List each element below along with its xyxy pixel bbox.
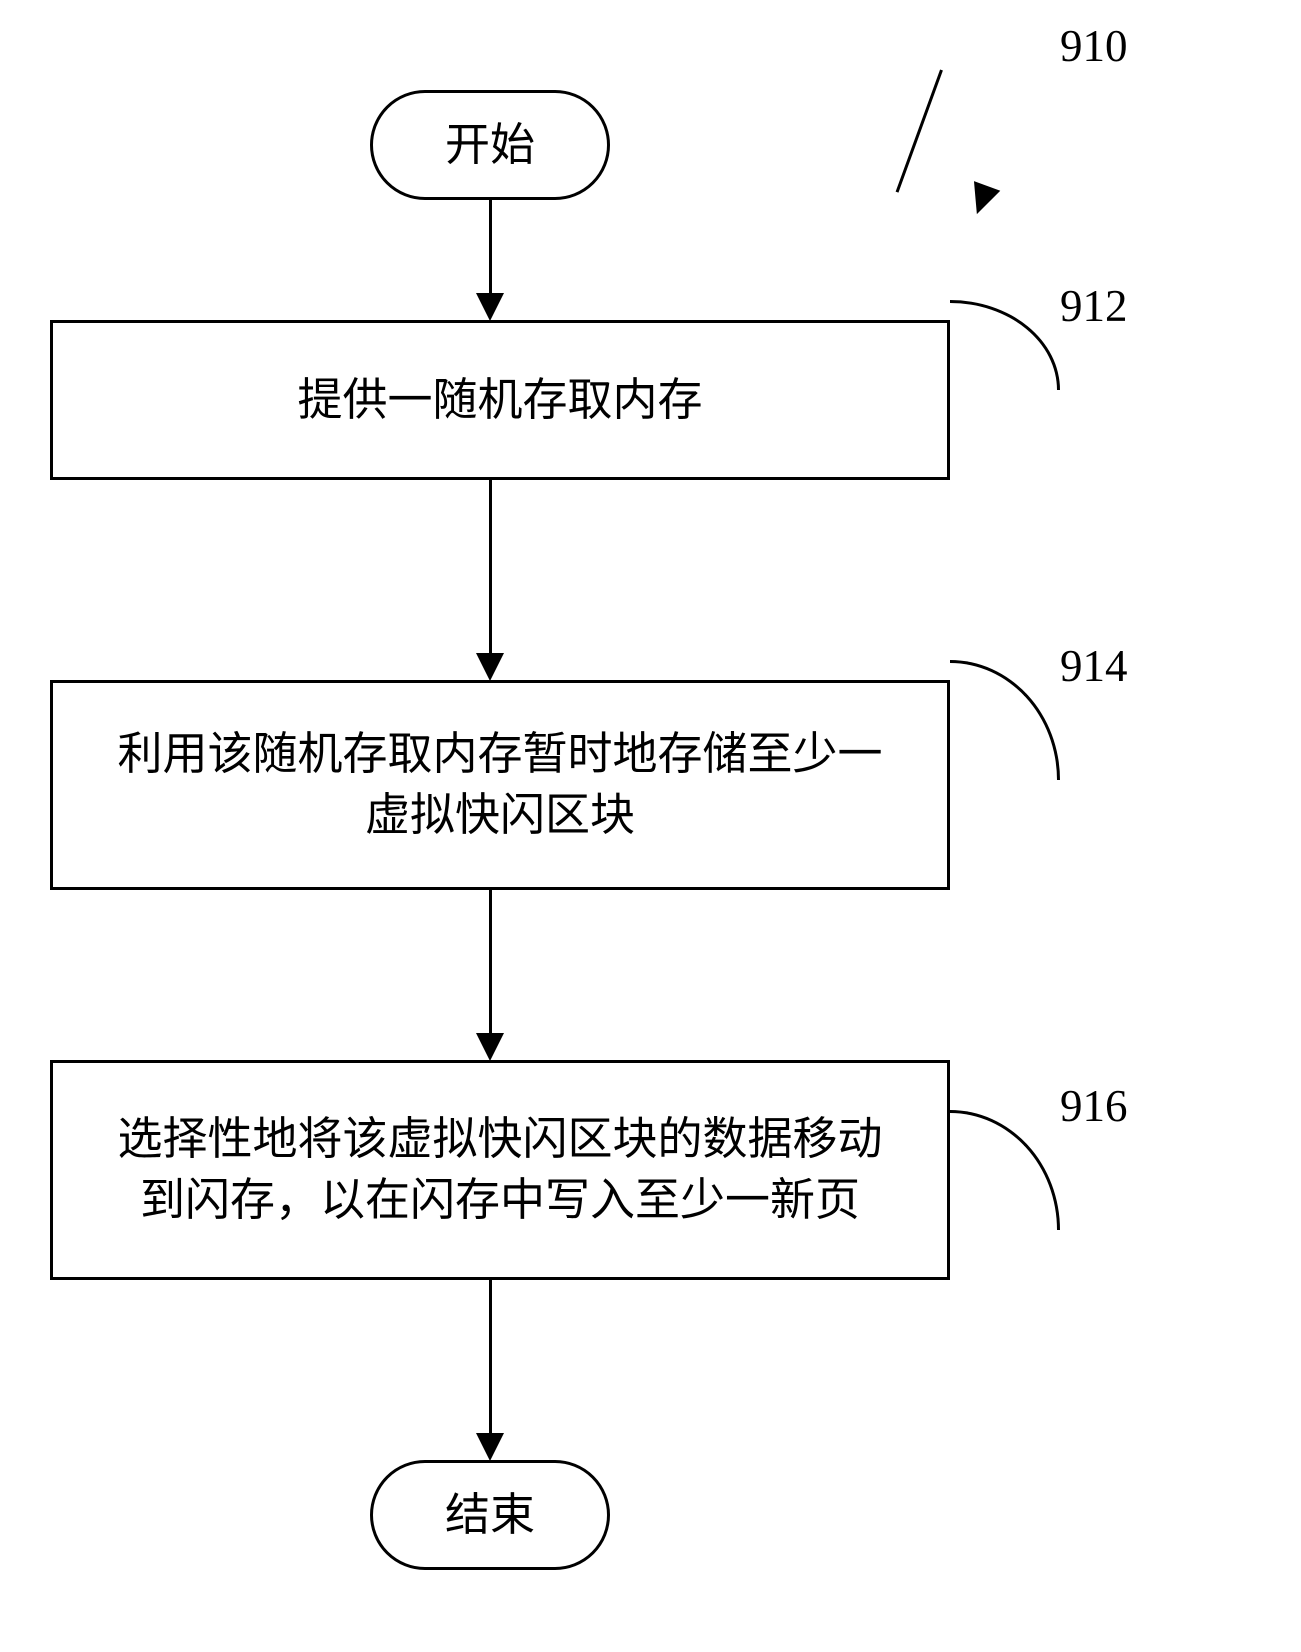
terminal-start: 开始 bbox=[370, 90, 610, 200]
label-912: 912 bbox=[1060, 280, 1128, 332]
label-914: 914 bbox=[1060, 640, 1128, 692]
terminal-end: 结束 bbox=[370, 1460, 610, 1570]
terminal-end-label: 结束 bbox=[445, 1485, 535, 1546]
label-910-text: 910 bbox=[1060, 21, 1128, 71]
connector-912-914 bbox=[489, 480, 492, 655]
arrowhead-start-912 bbox=[476, 293, 504, 321]
label-912-text: 912 bbox=[1060, 281, 1128, 331]
diagram-label-910: 910 bbox=[1060, 20, 1128, 72]
connector-916-end bbox=[489, 1280, 492, 1435]
terminal-start-label: 开始 bbox=[445, 115, 535, 176]
arrow-910-shaft bbox=[896, 69, 943, 192]
label-916: 916 bbox=[1060, 1080, 1128, 1132]
callout-912 bbox=[950, 300, 1060, 390]
callout-916 bbox=[950, 1110, 1060, 1230]
process-916: 选择性地将该虚拟快闪区块的数据移动 到闪存，以在闪存中写入至少一新页 bbox=[50, 1060, 950, 1280]
process-912: 提供一随机存取内存 bbox=[50, 320, 950, 480]
callout-914 bbox=[950, 660, 1060, 780]
arrowhead-916-end bbox=[476, 1433, 504, 1461]
flowchart-canvas: 910 开始 提供一随机存取内存 912 利用该随机存取内存暂时地存储至少一 虚… bbox=[0, 0, 1301, 1652]
process-914-text: 利用该随机存取内存暂时地存储至少一 虚拟快闪区块 bbox=[117, 724, 882, 846]
label-914-text: 914 bbox=[1060, 641, 1128, 691]
arrowhead-914-916 bbox=[476, 1033, 504, 1061]
label-916-text: 916 bbox=[1060, 1081, 1128, 1131]
arrowhead-912-914 bbox=[476, 653, 504, 681]
connector-914-916 bbox=[489, 890, 492, 1035]
process-916-text: 选择性地将该虚拟快闪区块的数据移动 到闪存，以在闪存中写入至少一新页 bbox=[117, 1109, 882, 1231]
process-914: 利用该随机存取内存暂时地存储至少一 虚拟快闪区块 bbox=[50, 680, 950, 890]
arrow-910-head bbox=[964, 181, 1001, 219]
process-912-text: 提供一随机存取内存 bbox=[297, 370, 702, 431]
connector-start-912 bbox=[489, 200, 492, 295]
